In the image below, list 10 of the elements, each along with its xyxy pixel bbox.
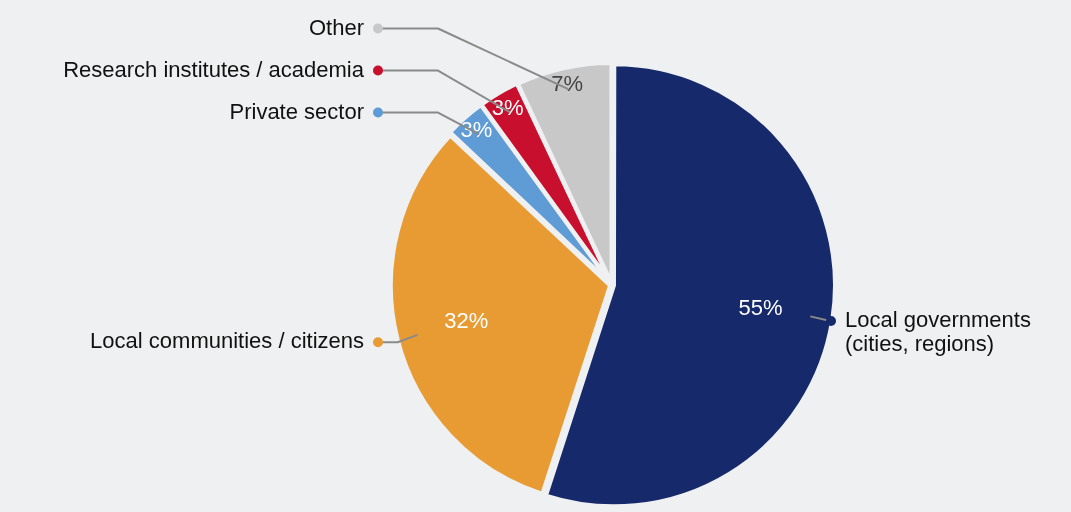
legend-label: Research institutes / academia <box>63 56 365 82</box>
legend-label: Local communities / citizens <box>90 328 364 354</box>
data-label: 3% <box>491 94 524 120</box>
slice-label: Local governments (cities, regions) <box>845 307 1031 357</box>
data-label: 7% <box>551 70 584 96</box>
data-label: 32% <box>444 308 489 334</box>
legend-label: Other <box>308 14 364 40</box>
data-label: 3% <box>460 117 493 143</box>
data-label: 55% <box>738 294 783 320</box>
legend-label: Private sector <box>229 98 364 124</box>
